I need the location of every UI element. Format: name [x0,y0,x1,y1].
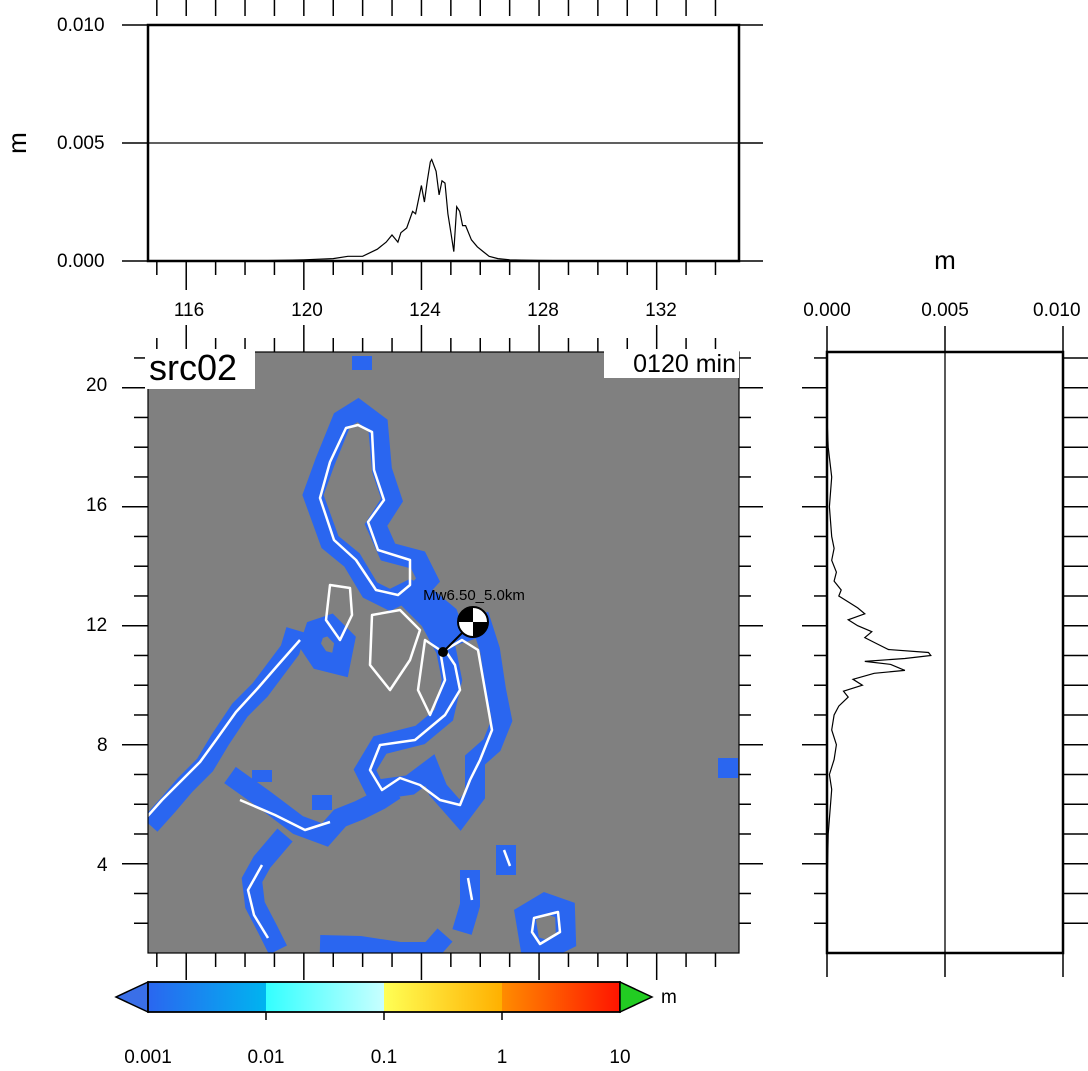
ytick-label-16: 16 [86,495,107,516]
ytick-label-8: 8 [97,735,108,756]
right-profile-series [826,352,932,953]
top-profile-series [148,158,739,262]
map-frame [147,351,740,954]
colorbar-segment-1 [266,982,384,1012]
top-profile-panel: 0.010 0.005 0.000 m 116 120 124 128 132 [2,0,763,321]
colorbar-unit-label: m [661,987,677,1008]
ytick-label-20: 20 [86,375,107,396]
colorbar-segment-2 [384,982,502,1012]
top-ytick-label-2: 0.000 [57,251,105,272]
colorbar-over-arrow [619,980,654,1014]
xtick-label-120: 120 [291,300,323,321]
epicenter-marker [438,647,448,657]
ytick-label-4: 4 [97,855,108,876]
xtick-label-132: 132 [645,300,677,321]
colorbar-tick-label-1: 0.01 [248,1047,285,1068]
beachball-icon [457,606,489,638]
map-ticks [122,325,763,980]
top-profile-frame [146,23,741,263]
top-ytick-label-0: 0.010 [57,15,105,36]
wave-height-bands [148,356,738,953]
coastline-outlines [148,423,562,946]
map-panel: src02 0120 min 20 16 12 8 4 Mw6.50_5.0km [86,325,763,980]
colorbar-tick-label-3: 1 [497,1047,508,1068]
top-profile-ticks [122,0,763,290]
source-mechanism: Mw6.50_5.0km [423,587,525,657]
right-xtick-label-2: 0.010 [1033,300,1081,321]
time-label-box [604,349,739,378]
src-label-box [145,349,255,389]
colorbar-tick-label-2: 0.1 [371,1047,397,1068]
source-label: Mw6.50_5.0km [423,587,525,604]
top-ytick-label-1: 0.005 [57,133,105,154]
time-label: 0120 min [633,350,736,378]
map-content [148,356,738,953]
right-profile-ticks [802,326,1088,977]
colorbar-under-arrow [114,980,149,1014]
src-label: src02 [149,347,237,388]
xtick-label-124: 124 [409,300,441,321]
colorbar-tick-label-4: 10 [609,1047,630,1068]
colorbar-segment-0 [148,982,266,1012]
right-xtick-label-0: 0.000 [803,300,851,321]
colorbar-tick-label-0: 0.001 [124,1047,172,1068]
xtick-label-116: 116 [174,300,204,321]
xtick-label-128: 128 [527,300,559,321]
right-profile-frame [825,350,1065,955]
right-profile-panel: m 0.000 0.005 0.010 [802,245,1088,977]
top-profile-unit-label: m [2,132,32,154]
ytick-label-12: 12 [86,615,107,636]
colorbar-segment-3 [502,982,620,1012]
right-profile-unit-label: m [934,245,956,275]
colorbar: m 0.001 0.01 0.1 1 10 [114,980,677,1068]
right-xtick-label-1: 0.005 [921,300,969,321]
